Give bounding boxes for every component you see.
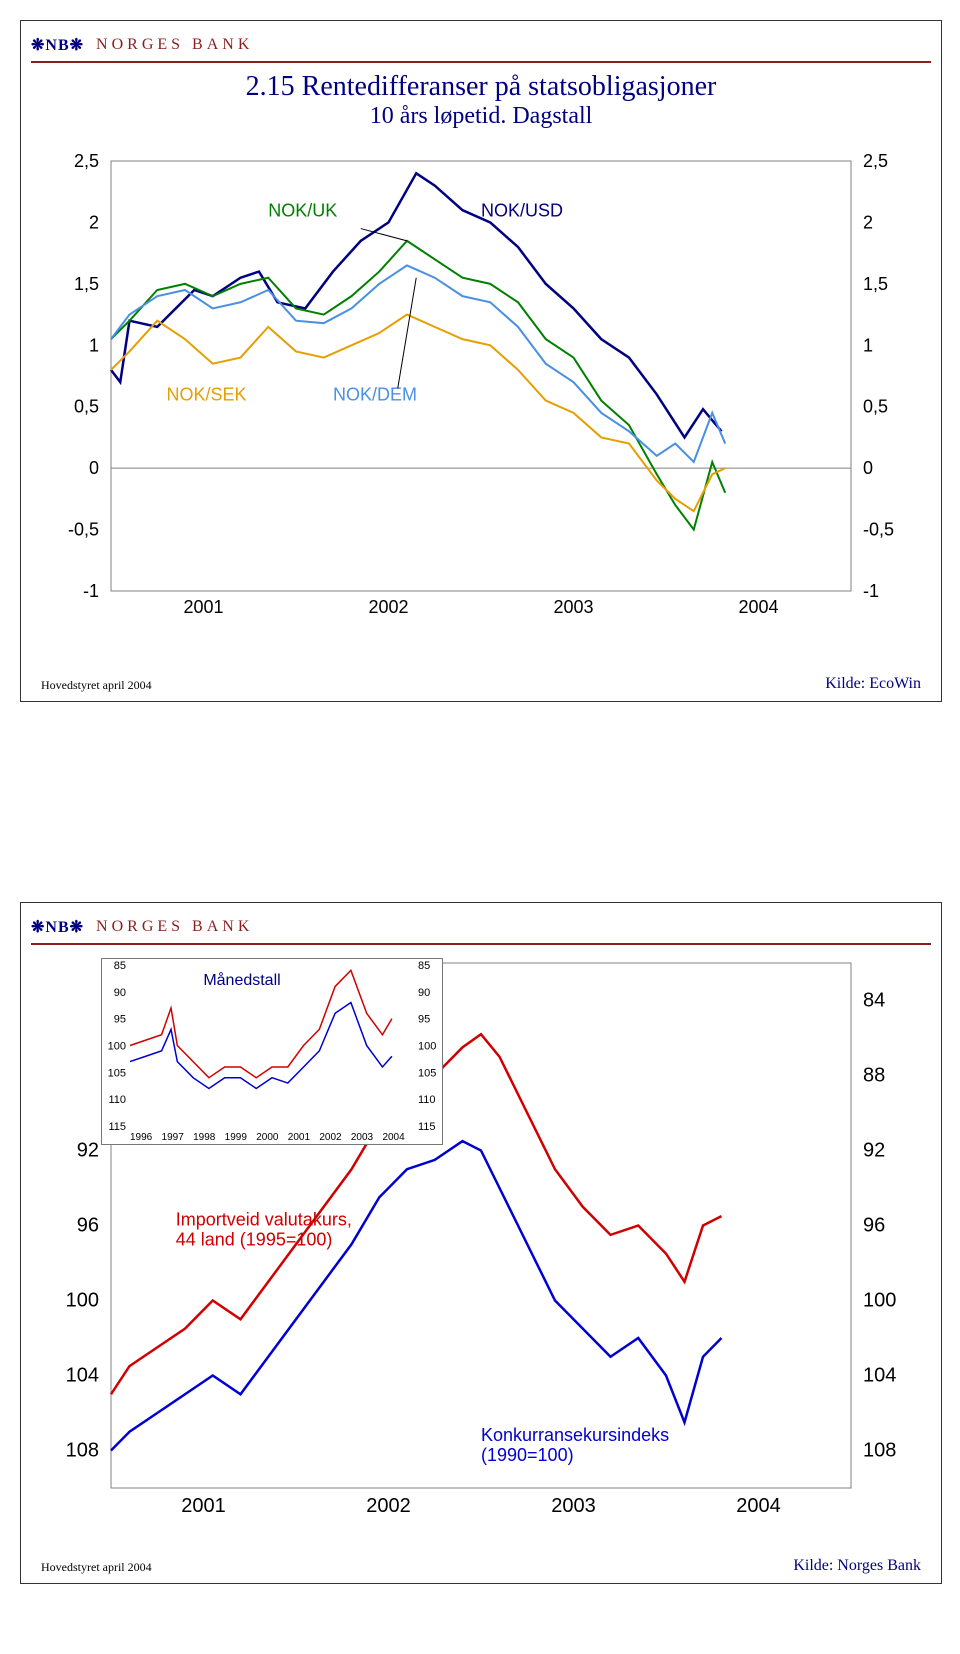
svg-text:2003: 2003 (551, 1495, 596, 1517)
svg-text:1: 1 (89, 335, 99, 355)
svg-text:2,5: 2,5 (863, 151, 888, 171)
svg-text:44 land (1995=100): 44 land (1995=100) (176, 1230, 333, 1250)
svg-text:90: 90 (418, 987, 430, 999)
svg-text:2,5: 2,5 (74, 151, 99, 171)
svg-text:100: 100 (418, 1041, 436, 1053)
svg-text:2003: 2003 (351, 1132, 374, 1143)
svg-text:0,5: 0,5 (863, 397, 888, 417)
svg-text:92: 92 (77, 1140, 99, 1162)
svg-text:NOK/DEM: NOK/DEM (333, 385, 417, 405)
svg-text:2: 2 (863, 212, 873, 232)
title-line-2: 10 års løpetid. Dagstall (21, 103, 941, 130)
svg-text:104: 104 (863, 1365, 896, 1387)
svg-text:1996: 1996 (130, 1132, 153, 1143)
svg-text:NOK/USD: NOK/USD (481, 200, 563, 220)
chart-title: 2.15 Rentedifferanser på statsobligasjon… (21, 71, 941, 130)
chart-1-svg: 2,52,5221,51,5110,50,500-0,5-0,5-1-12001… (101, 151, 861, 621)
svg-text:2001: 2001 (288, 1132, 311, 1143)
svg-text:104: 104 (66, 1365, 99, 1387)
svg-text:105: 105 (108, 1067, 126, 1079)
svg-text:85: 85 (114, 960, 126, 972)
svg-text:84: 84 (863, 990, 885, 1012)
svg-text:96: 96 (863, 1215, 885, 1237)
svg-text:Konkurransekursindeks: Konkurransekursindeks (481, 1425, 669, 1445)
bank-name: NORGES BANK (96, 918, 253, 936)
svg-text:92: 92 (863, 1140, 885, 1162)
svg-text:100: 100 (66, 1290, 99, 1312)
svg-text:Importveid valutakurs,: Importveid valutakurs, (176, 1210, 352, 1230)
svg-text:NOK/UK: NOK/UK (268, 200, 337, 220)
chart-1-area: 2,52,5221,51,5110,50,500-0,5-0,5-1-12001… (101, 151, 861, 621)
svg-text:96: 96 (77, 1215, 99, 1237)
svg-text:100: 100 (108, 1041, 126, 1053)
svg-text:95: 95 (114, 1014, 126, 1026)
footer-left: Hovedstyret april 2004 (41, 1560, 152, 1575)
svg-text:85: 85 (418, 960, 430, 972)
svg-text:1: 1 (863, 335, 873, 355)
svg-text:Månedstall: Månedstall (203, 971, 280, 989)
svg-text:100: 100 (863, 1290, 896, 1312)
nb-logo: ❋NB❋ (31, 35, 84, 55)
inset-chart: 85 85 90 90 95 95 100 100 105 105 110 110 115 115 1996… (101, 958, 443, 1145)
svg-text:110: 110 (108, 1094, 126, 1106)
svg-text:0: 0 (863, 458, 873, 478)
title-line-1: 2.15 Rentedifferanser på statsobligasjon… (21, 71, 941, 103)
header: ❋NB❋ NORGES BANK (31, 911, 931, 945)
svg-text:(1990=100): (1990=100) (481, 1445, 574, 1465)
svg-text:2002: 2002 (366, 1495, 411, 1517)
bank-name: NORGES BANK (96, 36, 253, 54)
svg-text:110: 110 (418, 1094, 436, 1106)
footer-right: Kilde: EcoWin (825, 675, 921, 693)
svg-text:1,5: 1,5 (74, 274, 99, 294)
svg-text:1997: 1997 (162, 1132, 185, 1143)
svg-text:2000: 2000 (256, 1132, 279, 1143)
svg-text:108: 108 (863, 1440, 896, 1462)
nb-logo: ❋NB❋ (31, 917, 84, 937)
svg-text:2004: 2004 (738, 597, 778, 617)
svg-text:108: 108 (66, 1440, 99, 1462)
svg-text:2002: 2002 (368, 597, 408, 617)
slide-1: ❋NB❋ NORGES BANK 2.15 Rentedifferanser p… (20, 20, 942, 702)
svg-text:2002: 2002 (319, 1132, 342, 1143)
svg-text:-0,5: -0,5 (68, 520, 99, 540)
svg-text:115: 115 (108, 1121, 126, 1133)
header: ❋NB❋ NORGES BANK (31, 29, 931, 63)
svg-text:105: 105 (418, 1067, 436, 1079)
svg-text:-1: -1 (863, 581, 879, 601)
svg-text:115: 115 (418, 1121, 436, 1133)
svg-text:NOK/SEK: NOK/SEK (167, 385, 247, 405)
svg-text:1,5: 1,5 (863, 274, 888, 294)
svg-text:0: 0 (89, 458, 99, 478)
footer-left: Hovedstyret april 2004 (41, 678, 152, 693)
svg-text:2001: 2001 (181, 1495, 226, 1517)
inset-svg: 85 85 90 90 95 95 100 100 105 105 110 110 115 115 1996… (102, 959, 442, 1144)
svg-text:88: 88 (863, 1065, 885, 1087)
svg-text:1998: 1998 (193, 1132, 216, 1143)
svg-text:90: 90 (114, 987, 126, 999)
svg-text:2004: 2004 (382, 1132, 405, 1143)
svg-text:1999: 1999 (225, 1132, 248, 1143)
svg-text:0,5: 0,5 (74, 397, 99, 417)
svg-text:95: 95 (418, 1014, 430, 1026)
svg-text:2: 2 (89, 212, 99, 232)
svg-text:2001: 2001 (183, 597, 223, 617)
svg-text:2003: 2003 (553, 597, 593, 617)
svg-text:-0,5: -0,5 (863, 520, 894, 540)
svg-text:2004: 2004 (736, 1495, 781, 1517)
svg-text:-1: -1 (83, 581, 99, 601)
footer-right: Kilde: Norges Bank (793, 1557, 921, 1575)
slide-2: ❋NB❋ NORGES BANK 2.16 Valutakurser Synke… (20, 902, 942, 1584)
